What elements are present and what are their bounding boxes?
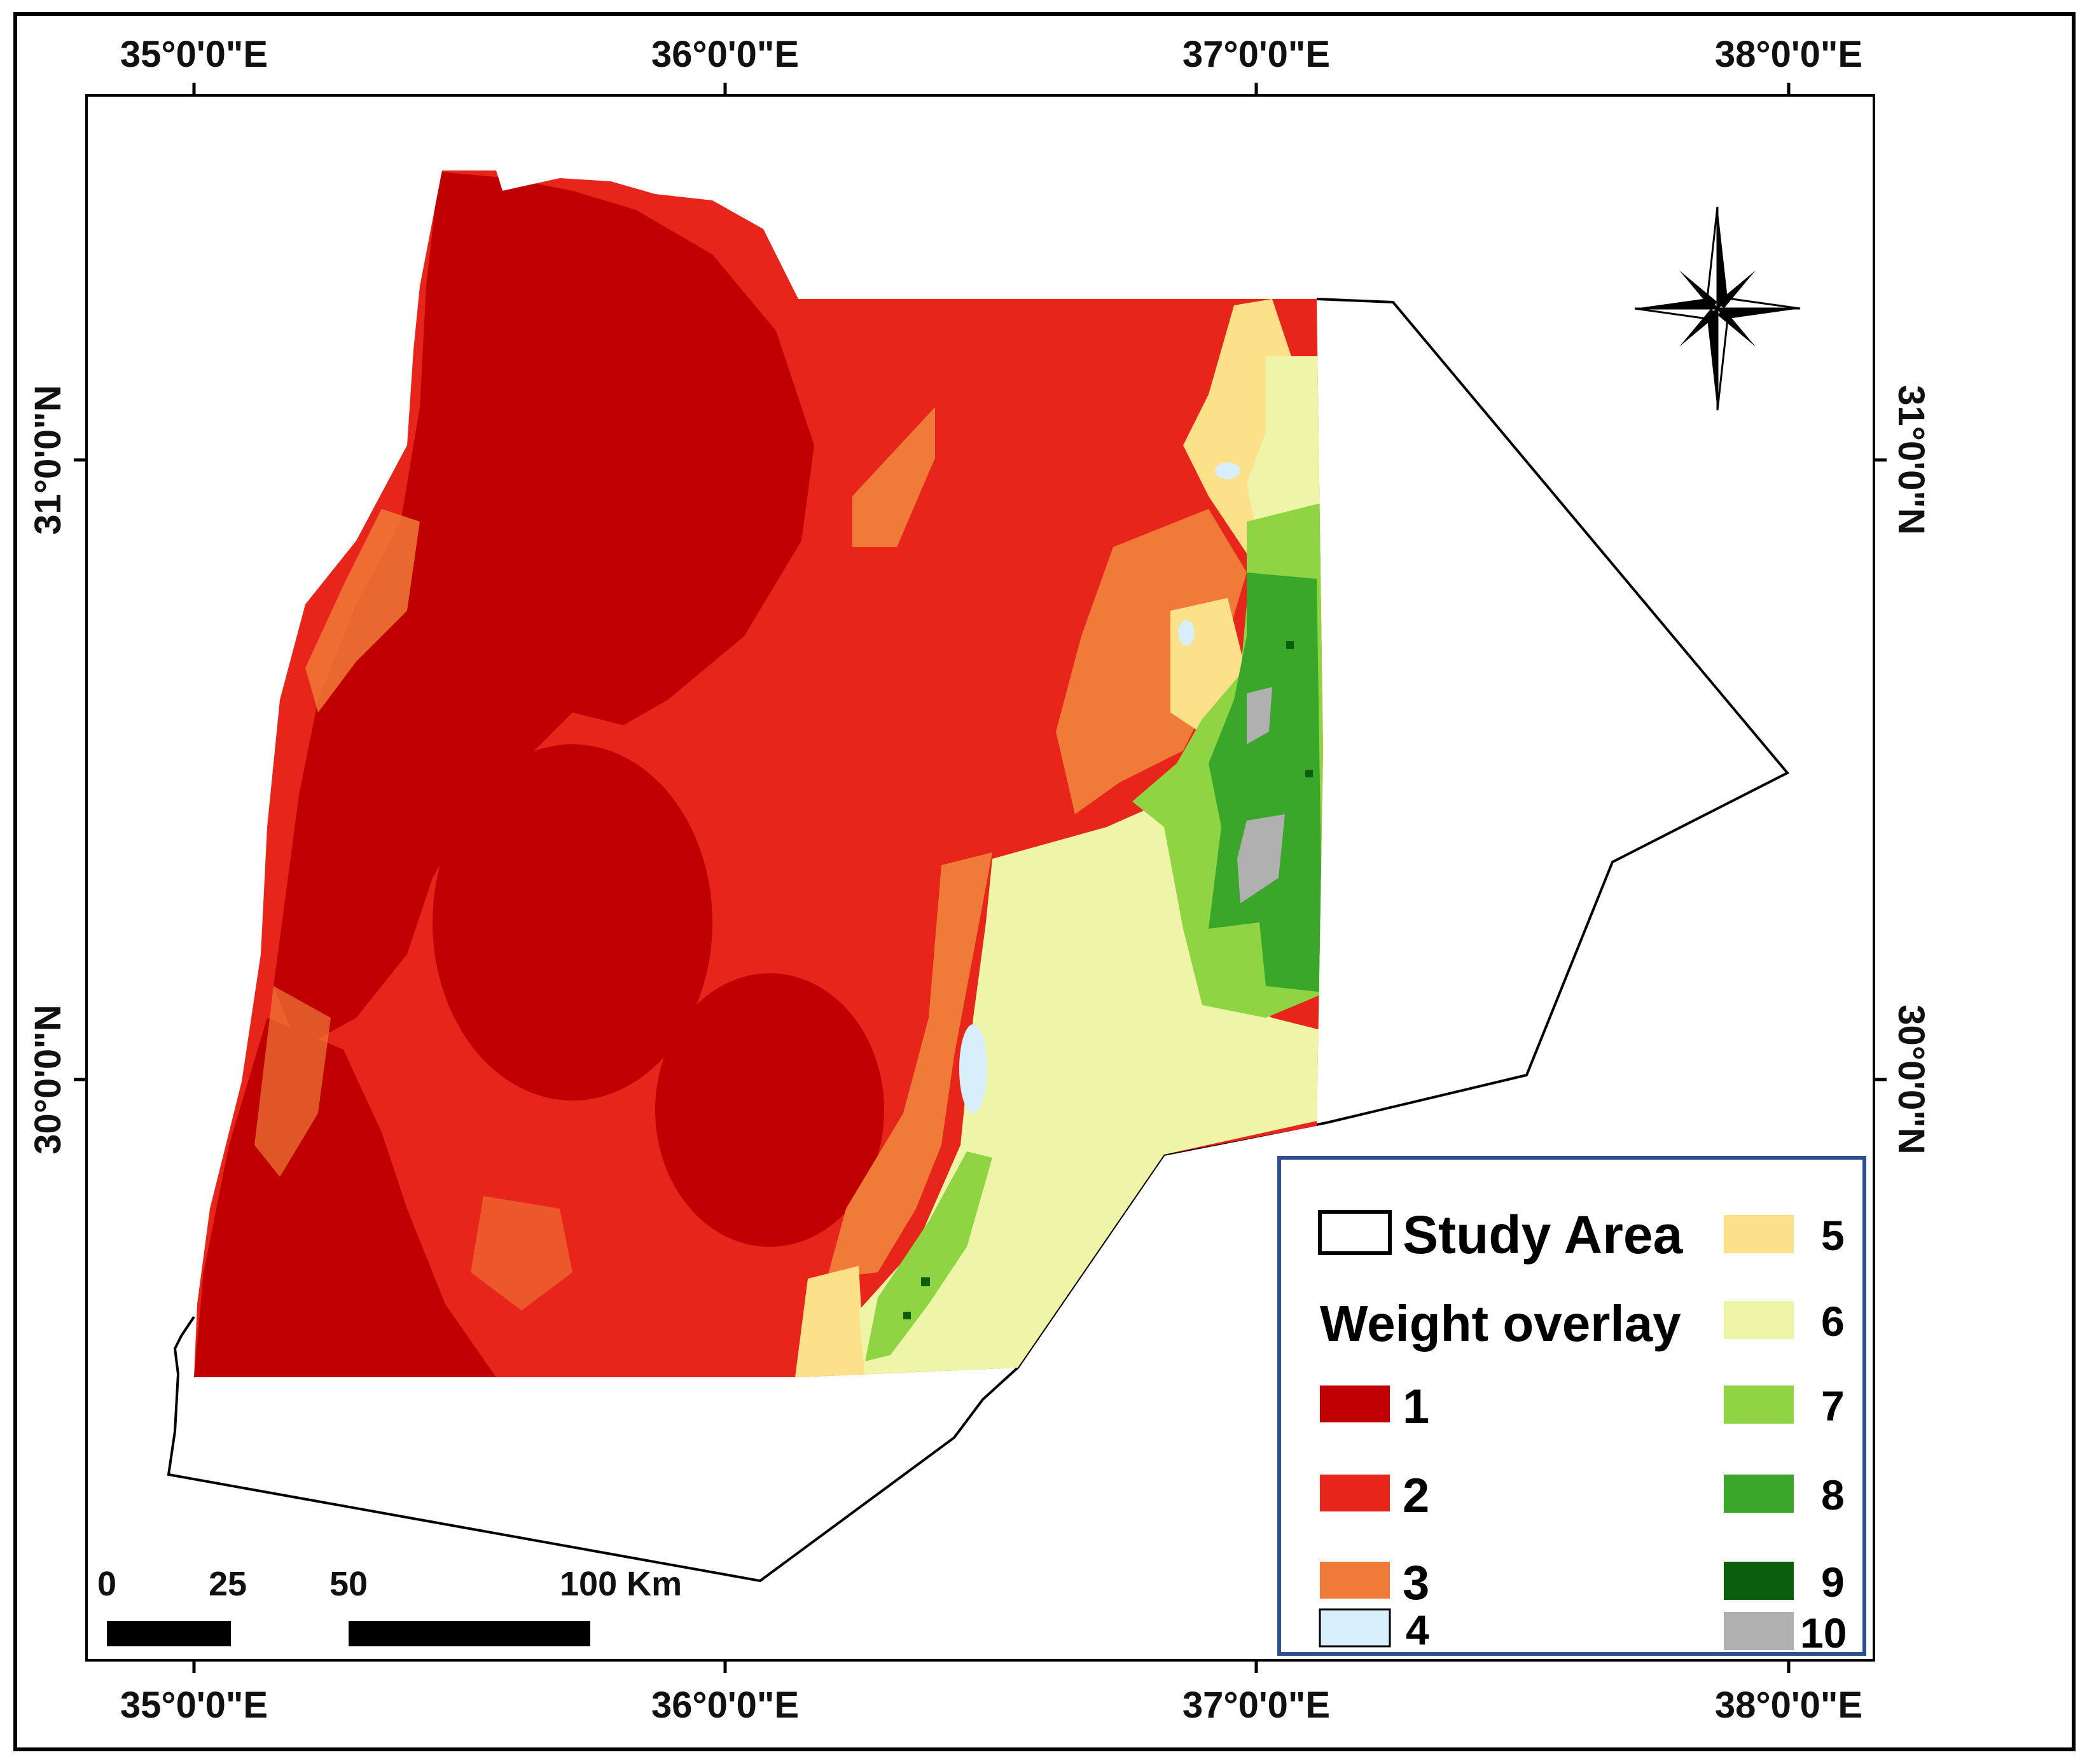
legend-label-4: 4 xyxy=(1406,1606,1429,1653)
legend-label-8: 8 xyxy=(1821,1471,1845,1518)
legend-swatch-10 xyxy=(1724,1612,1794,1650)
scale-segment xyxy=(349,1621,590,1646)
top-coord-label: 37°0'0"E xyxy=(1182,34,1330,75)
weight-overlay-raster xyxy=(194,170,1323,1377)
legend-study-area-label: Study Area xyxy=(1403,1205,1684,1265)
left-coord-label: 30°0'0"N xyxy=(27,1004,69,1154)
class-9-zone xyxy=(1305,770,1313,777)
class-3-zone xyxy=(1056,509,1247,814)
legend-swatch-2 xyxy=(1320,1475,1390,1511)
legend-label-7: 7 xyxy=(1821,1382,1845,1429)
right-coordinate-labels: 31°0'0"N 30°0'0"N xyxy=(1890,385,1932,1154)
scale-label: 0 xyxy=(97,1565,116,1603)
scale-bar: 0 25 50 100 Km xyxy=(97,1565,682,1646)
left-coordinate-labels: 31°0'0"N 30°0'0"N xyxy=(27,385,69,1154)
bottom-coord-label: 37°0'0"E xyxy=(1182,1684,1330,1726)
class-6-zone xyxy=(1247,356,1323,547)
study-area-swatch xyxy=(1318,1210,1392,1255)
class-5-zone xyxy=(795,1266,865,1377)
class-9-zone xyxy=(1286,641,1294,649)
legend-label-9: 9 xyxy=(1821,1559,1845,1606)
top-coordinate-labels: 35°0'0"E 36°0'0"E 37°0'0"E 38°0'0"E xyxy=(120,34,1862,75)
legend: Study Area Weight overlay 1 2 3 4 5 6 7 … xyxy=(1277,1156,1866,1656)
legend-label-6: 6 xyxy=(1821,1298,1845,1345)
scale-label: 50 xyxy=(329,1565,368,1603)
legend-label-1: 1 xyxy=(1403,1380,1429,1434)
class-1-zone xyxy=(655,973,884,1247)
right-coord-label: 31°0'0"N xyxy=(1890,385,1932,534)
class-3-zone xyxy=(827,852,992,1279)
legend-label-2: 2 xyxy=(1403,1469,1429,1523)
class-8-zone xyxy=(1209,573,1323,992)
legend-swatch-7 xyxy=(1724,1386,1794,1424)
legend-swatch-6 xyxy=(1724,1301,1794,1339)
class-3-zone xyxy=(254,986,331,1177)
legend-swatch-5 xyxy=(1724,1215,1794,1253)
bottom-coord-label: 36°0'0"E xyxy=(651,1684,799,1726)
class-4-zone xyxy=(1215,462,1240,479)
class-4-zone xyxy=(1178,620,1195,646)
top-coord-label: 36°0'0"E xyxy=(651,34,799,75)
scale-segment xyxy=(107,1621,231,1646)
class-10-zone xyxy=(1247,687,1272,744)
legend-swatch-8 xyxy=(1724,1475,1794,1513)
legend-label-3: 3 xyxy=(1403,1556,1429,1610)
legend-swatch-3 xyxy=(1320,1562,1390,1599)
class-7-zone xyxy=(865,1151,992,1361)
compass-rose-icon xyxy=(1634,206,1801,411)
class-3-zone xyxy=(852,407,935,547)
class-10-zone xyxy=(1237,814,1285,903)
top-coord-label: 35°0'0"E xyxy=(120,34,268,75)
class-6-zone xyxy=(859,802,1323,1377)
class-1-zone xyxy=(274,172,814,1050)
class-9-zone xyxy=(921,1277,930,1286)
top-coord-label: 38°0'0"E xyxy=(1715,34,1862,75)
scale-label: 25 xyxy=(209,1565,247,1603)
legend-label-10: 10 xyxy=(1800,1609,1847,1656)
legend-overlay-title: Weight overlay xyxy=(1320,1295,1681,1352)
left-coord-label: 31°0'0"N xyxy=(27,385,69,534)
bottom-coordinate-labels: 35°0'0"E 36°0'0"E 37°0'0"E 38°0'0"E xyxy=(120,1684,1862,1726)
class-9-zone xyxy=(903,1312,911,1319)
bottom-coord-label: 38°0'0"E xyxy=(1715,1684,1862,1726)
scale-segment xyxy=(231,1621,349,1646)
class-1-zone xyxy=(433,744,712,1101)
class-3-zone xyxy=(471,1196,572,1310)
legend-label-5: 5 xyxy=(1821,1212,1845,1259)
legend-swatch-4 xyxy=(1319,1608,1391,1648)
legend-swatch-9 xyxy=(1724,1562,1794,1600)
class-3-zone xyxy=(305,509,420,712)
scale-label: 100 Km xyxy=(560,1565,682,1603)
class-4-zone xyxy=(959,1024,987,1113)
graticule-ticks xyxy=(74,83,1887,1673)
right-coord-label: 30°0'0"N xyxy=(1890,1004,1932,1154)
bottom-coord-label: 35°0'0"E xyxy=(120,1684,268,1726)
legend-swatch-1 xyxy=(1320,1386,1390,1422)
study-area-boundary xyxy=(167,298,1790,1583)
